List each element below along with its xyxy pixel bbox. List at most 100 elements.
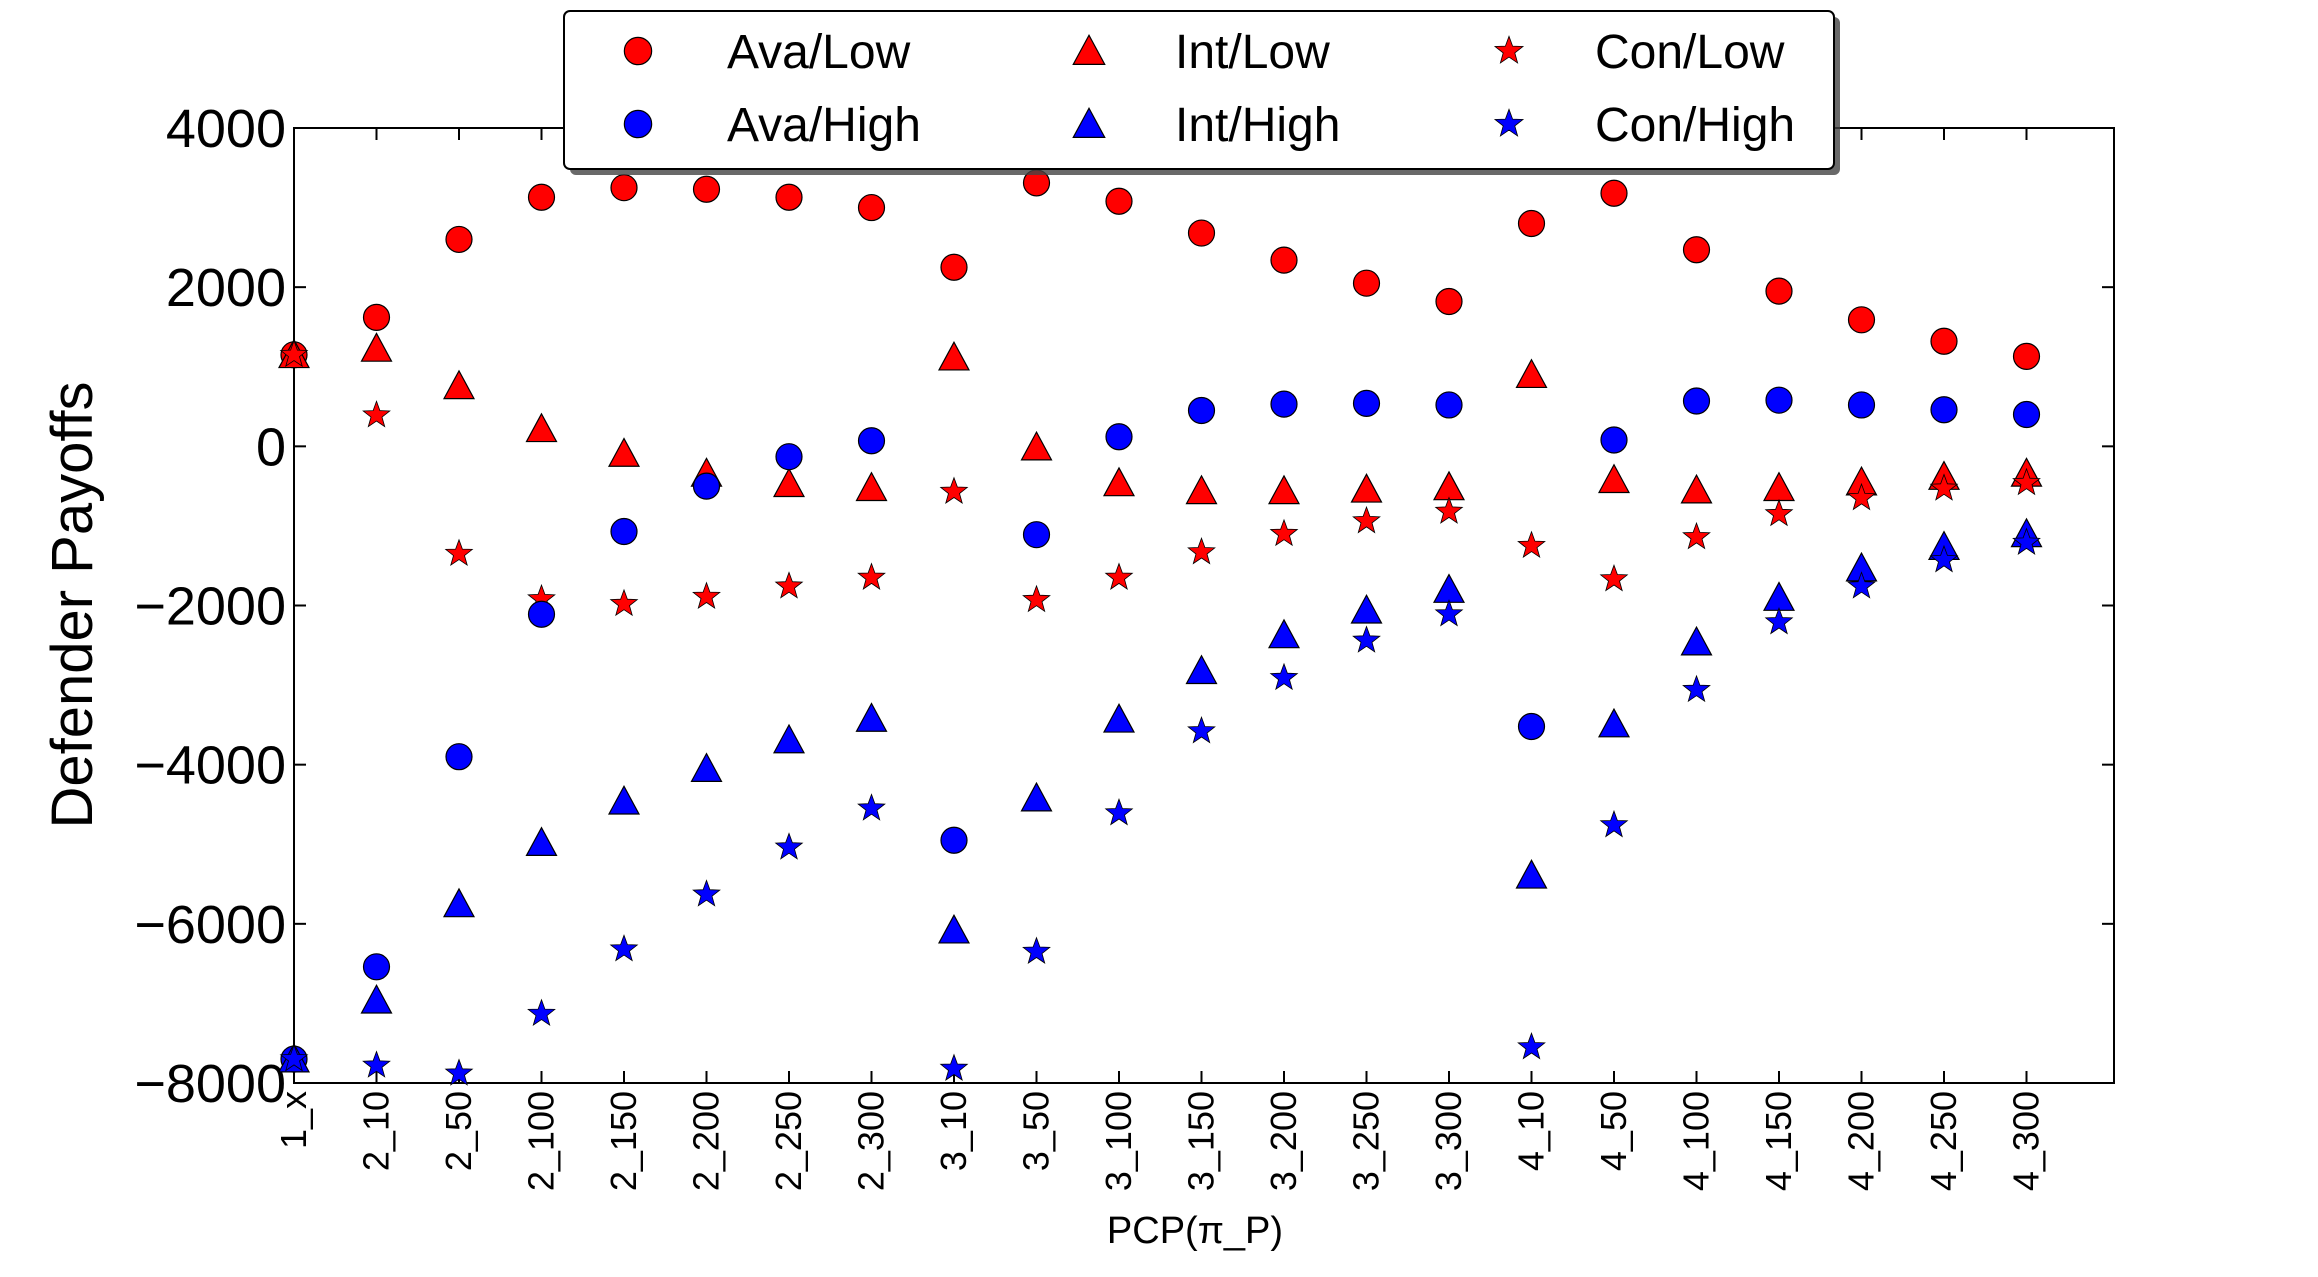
point-con-high [1764,607,1794,635]
point-con-high [857,793,886,821]
point-ava-high [1517,712,1546,741]
x-tick-label: 2_150 [603,1091,644,1191]
x-axis-ticks: 1_x 2_10 2_50 2_100 2_150 2_200 2_250 2_300 3_10… [273,128,2047,1191]
point-con-low [1682,521,1711,550]
x-tick-label: 2_10 [356,1091,397,1171]
legend-label-int-high: Int/High [1175,99,1340,152]
plot-area [293,127,2115,1084]
point-ava-low [445,225,473,254]
point-ava-low [1930,327,1958,355]
point-ava-low [527,183,556,211]
point-int-high [1102,703,1136,733]
point-con-high [1187,716,1216,744]
legend-label-int-low: Int/Low [1175,26,1330,79]
point-int-low [937,340,971,371]
point-int-high [1762,581,1796,611]
point-con-low [2012,467,2041,496]
point-ava-high [1435,391,1463,419]
point-ava-high [1930,396,1958,424]
point-ava-high [775,443,803,471]
point-int-high [360,983,393,1014]
point-ava-high [362,953,391,981]
x-tick-label: 4_10 [1511,1091,1552,1171]
point-con-high [1599,809,1629,838]
point-ava-low [1600,179,1628,207]
point-ava-low [362,303,391,332]
point-con-high [609,934,639,962]
point-ava-low [1847,306,1876,334]
point-ava-high [1187,396,1216,425]
legend-label-con-high: Con/High [1595,99,1795,152]
x-tick-label: 4_50 [1593,1091,1634,1171]
point-int-low [1350,473,1383,503]
point-con-high [1434,599,1464,627]
point-ava-high [1105,423,1133,451]
legend-marker-con-low [1493,35,1525,64]
point-ava-high [610,517,638,546]
point-int-low [1102,466,1136,497]
point-ava-high [940,826,968,854]
x-tick-label: 4_150 [1758,1091,1799,1191]
point-int-high [525,826,558,857]
y-tick-label: −4000 [134,736,286,796]
point-int-high [1515,859,1548,889]
point-ava-high [1682,387,1711,415]
point-ava-low [1352,269,1381,297]
y-tick-label: −2000 [134,577,286,637]
point-con-high [2012,527,2041,555]
point-int-low [772,467,806,498]
x-tick-label: 2_300 [851,1091,892,1191]
x-tick-label: 2_250 [768,1091,809,1191]
point-con-high [279,1043,309,1072]
y-tick-label: 2000 [166,258,286,318]
point-ava-high [1022,521,1051,549]
point-con-high [1682,674,1711,703]
point-int-low [1515,358,1548,389]
point-con-high [527,998,556,1027]
point-con-low [362,400,391,428]
legend-label-ava-high: Ava/High [727,99,921,152]
point-con-high [1517,1032,1546,1060]
x-tick-label: 2_100 [521,1091,562,1191]
point-int-high [1020,781,1053,812]
legend-marker-int-high [1072,106,1106,138]
x-tick-label: 4_300 [2006,1091,2047,1191]
legend: Ava/Low Ava/High Int/Low Int/High Con/Low Con… [563,10,1840,175]
point-con-low [444,538,474,567]
point-int-low [1267,474,1301,505]
y-tick-label: 0 [256,417,286,477]
point-con-low [1434,496,1464,524]
x-tick-label: 3_50 [1016,1091,1057,1171]
point-con-low [857,562,886,590]
point-con-low [1929,473,1959,501]
point-con-low [774,571,804,599]
point-ava-low [1765,277,1793,305]
point-int-low [1762,471,1796,502]
point-int-high [1597,707,1631,738]
point-ava-low [940,253,968,281]
point-ava-low [857,193,886,222]
point-int-high [1680,625,1713,656]
x-tick-label: 3_300 [1428,1091,1469,1191]
point-int-low [442,369,476,400]
x-tick-label: 3_200 [1263,1091,1304,1191]
x-axis-label: PCP(π_P) [1107,1210,1283,1252]
point-ava-low [692,175,721,203]
x-tick-label: 2_200 [686,1091,727,1191]
point-int-high [1267,618,1301,649]
point-con-high [692,879,721,907]
point-con-high [444,1058,474,1086]
point-con-low [692,581,721,610]
point-con-high [362,1050,391,1078]
x-tick-label: 3_150 [1181,1091,1222,1191]
point-ava-high [527,600,556,628]
data-points [277,169,2043,1086]
point-con-high [1847,571,1876,599]
point-con-low [1352,505,1381,534]
point-ava-low [1105,187,1133,215]
point-ava-high [857,427,886,455]
point-con-high [1022,936,1051,964]
point-ava-low [2012,342,2041,371]
point-int-high [1432,573,1466,603]
